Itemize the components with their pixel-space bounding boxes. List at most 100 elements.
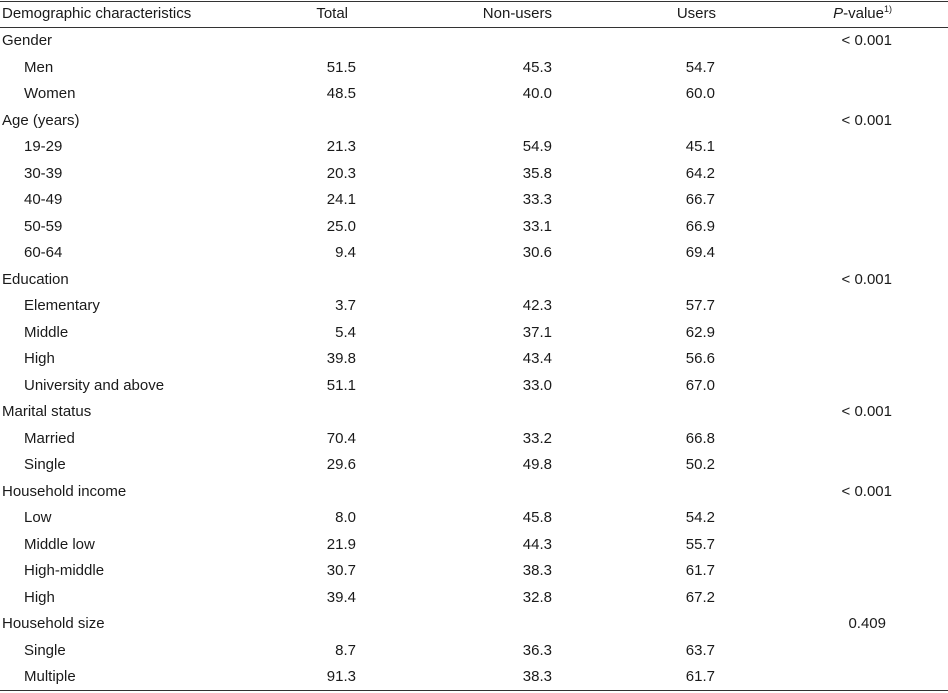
cell-users: 62.9 [685, 323, 715, 341]
cell-users: 67.2 [685, 588, 715, 606]
cell-non-users: 33.2 [522, 429, 552, 447]
table-row: Elementary 3.7 42.3 57.7 [0, 293, 948, 320]
row-label: Marital status [2, 403, 92, 420]
row-label: 40-49 [24, 191, 63, 208]
cell-non-users: 33.1 [522, 217, 552, 235]
table-row: High-middle 30.7 38.3 61.7 [0, 558, 948, 585]
table-row: Married 70.4 33.2 66.8 [0, 426, 948, 453]
group-row: Household income < 0.001 [0, 479, 948, 506]
cell-non-users: 33.0 [522, 376, 552, 394]
cell-non-users: 37.1 [522, 323, 552, 341]
cell-total: 25.0 [326, 217, 356, 235]
cell-total: 51.1 [326, 376, 356, 394]
header-p-letter: P [833, 5, 844, 22]
group-row: Household size 0.409 [0, 611, 948, 638]
header-total: Total [316, 5, 348, 22]
table-row: 60-64 9.4 30.6 69.4 [0, 240, 948, 267]
row-label: 60-64 [24, 244, 63, 261]
header-characteristics: Demographic characteristics [2, 5, 192, 22]
cell-p-value: < 0.001 [841, 32, 892, 49]
cell-non-users: 32.8 [522, 588, 552, 606]
table-row: Multiple 91.3 38.3 61.7 [0, 664, 948, 691]
row-label: Education [2, 270, 69, 288]
row-label: Multiple [24, 668, 76, 685]
cell-users: 61.7 [685, 668, 715, 685]
cell-users: 67.0 [685, 376, 715, 394]
header-non-users: Non-users [482, 5, 552, 22]
cell-non-users: 45.3 [522, 58, 552, 76]
cell-non-users: 49.8 [522, 456, 552, 473]
cell-users: 63.7 [685, 641, 715, 659]
row-label: High-middle [24, 562, 105, 579]
cell-users: 45.1 [685, 138, 715, 155]
table-row: Women 48.5 40.0 60.0 [0, 81, 948, 108]
cell-p-value: < 0.001 [841, 482, 892, 500]
row-label: Gender [2, 32, 53, 49]
cell-users: 66.9 [685, 217, 715, 235]
row-label: Men [24, 58, 54, 76]
cell-total: 21.9 [326, 535, 356, 553]
cell-non-users: 45.8 [522, 509, 552, 526]
cell-total: 24.1 [326, 191, 356, 208]
header-row: Demographic characteristics Total Non-us… [0, 1, 948, 28]
cell-non-users: 33.3 [522, 191, 552, 208]
cell-users: 69.4 [685, 244, 715, 261]
cell-total: 39.4 [326, 588, 356, 606]
table-row: Men 51.5 45.3 54.7 [0, 55, 948, 82]
cell-users: 64.2 [685, 164, 715, 182]
cell-users: 66.8 [685, 429, 715, 447]
header-p-value: P-value1) [833, 1, 892, 28]
cell-users: 54.7 [685, 58, 715, 76]
header-users: Users [676, 5, 716, 22]
cell-non-users: 43.4 [522, 350, 552, 367]
cell-total: 9.4 [335, 244, 356, 261]
cell-users: 60.0 [685, 85, 715, 102]
cell-p-value: < 0.001 [841, 403, 892, 420]
row-label: High [24, 350, 55, 367]
row-label: Married [24, 429, 75, 447]
row-label: Low [24, 509, 52, 526]
cell-total: 8.0 [335, 509, 356, 526]
table-top-rule [0, 1, 948, 2]
cell-total: 30.7 [326, 562, 356, 579]
row-label: 30-39 [24, 164, 63, 182]
table-row: 50-59 25.0 33.1 66.9 [0, 214, 948, 241]
table-row: Single 29.6 49.8 50.2 [0, 452, 948, 479]
cell-total: 51.5 [326, 58, 356, 76]
cell-non-users: 40.0 [522, 85, 552, 102]
cell-non-users: 35.8 [522, 164, 552, 182]
table-row: Low 8.0 45.8 54.2 [0, 505, 948, 532]
table-row: 19-29 21.3 54.9 45.1 [0, 134, 948, 161]
row-label: 50-59 [24, 217, 63, 235]
cell-total: 48.5 [326, 85, 356, 102]
header-p-footnote: 1) [883, 4, 892, 14]
cell-non-users: 44.3 [522, 535, 552, 553]
cell-users: 56.6 [685, 350, 715, 367]
cell-non-users: 30.6 [522, 244, 552, 261]
row-label: Household size [2, 615, 105, 632]
row-label: Women [24, 85, 76, 102]
cell-total: 91.3 [326, 668, 356, 685]
row-label: High [24, 588, 55, 606]
row-label: Middle [24, 323, 69, 341]
cell-users: 57.7 [685, 297, 715, 314]
cell-total: 20.3 [326, 164, 356, 182]
row-label: Elementary [24, 297, 100, 314]
row-label: University and above [24, 376, 165, 394]
table-row: University and above 51.1 33.0 67.0 [0, 373, 948, 400]
table-row: Single 8.7 36.3 63.7 [0, 638, 948, 665]
table-row: Middle low 21.9 44.3 55.7 [0, 532, 948, 559]
cell-users: 50.2 [685, 456, 715, 473]
group-row: Education < 0.001 [0, 267, 948, 294]
row-label: 19-29 [24, 138, 63, 155]
table-row: High 39.4 32.8 67.2 [0, 585, 948, 612]
cell-users: 66.7 [685, 191, 715, 208]
cell-non-users: 38.3 [522, 562, 552, 579]
row-label: Single [24, 456, 66, 473]
table-row: 30-39 20.3 35.8 64.2 [0, 161, 948, 188]
row-label: Age (years) [2, 111, 80, 129]
row-label: Middle low [24, 535, 95, 553]
cell-total: 8.7 [335, 641, 356, 659]
group-row: Age (years) < 0.001 [0, 108, 948, 135]
cell-total: 39.8 [326, 350, 356, 367]
